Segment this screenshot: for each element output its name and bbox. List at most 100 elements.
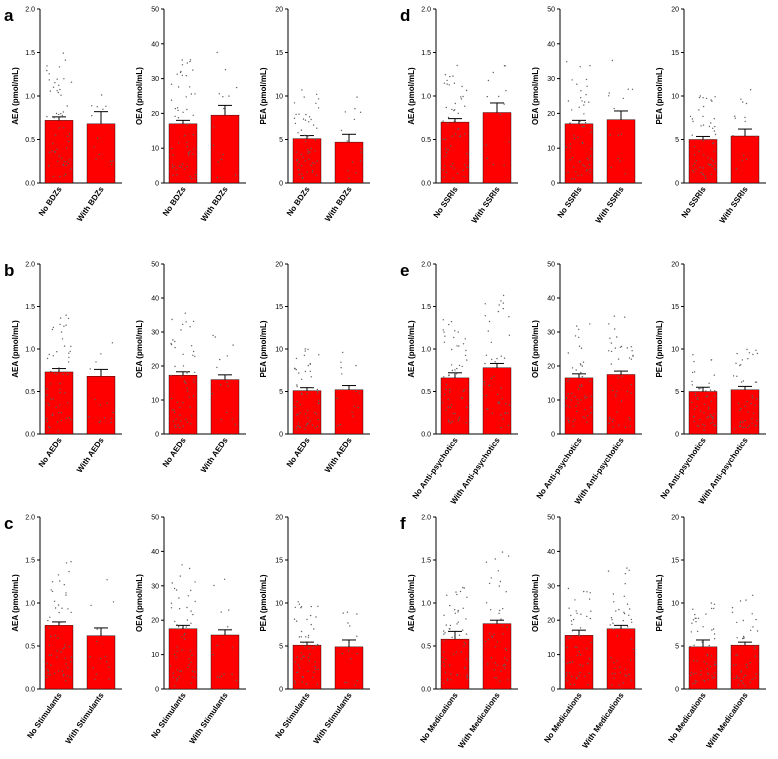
- data-point: [711, 165, 713, 167]
- data-point: [741, 637, 744, 640]
- data-point: [748, 352, 751, 354]
- data-point: [65, 592, 67, 594]
- y-tick-label: 20: [671, 515, 679, 522]
- data-point: [70, 81, 73, 83]
- data-point: [745, 102, 748, 105]
- y-axis-label: PEA (pmol/mL): [259, 67, 268, 124]
- data-point: [697, 617, 700, 619]
- data-point: [582, 361, 585, 363]
- y-tick-label: 20: [275, 515, 283, 522]
- data-point: [708, 125, 711, 128]
- data-point: [690, 671, 693, 673]
- data-point: [297, 664, 299, 666]
- data-point: [707, 163, 709, 165]
- bar: [606, 628, 636, 690]
- data-point: [104, 655, 107, 657]
- category-label: No Anti-psychotics: [411, 436, 460, 501]
- data-point: [346, 611, 349, 613]
- data-point: [58, 611, 60, 614]
- data-point: [577, 388, 580, 390]
- data-point: [306, 410, 309, 412]
- data-point: [213, 584, 215, 587]
- data-point: [308, 660, 310, 662]
- data-point: [572, 421, 574, 423]
- data-point: [711, 675, 713, 677]
- data-point: [110, 417, 113, 420]
- bar: [86, 123, 116, 184]
- data-point: [301, 681, 303, 683]
- data-point: [216, 176, 219, 179]
- y-tick-label: 1.0: [421, 94, 431, 101]
- data-point: [454, 369, 456, 371]
- data-point: [307, 636, 310, 638]
- data-point: [582, 416, 585, 418]
- data-point: [503, 164, 505, 166]
- y-tick-label: 1.0: [421, 601, 431, 608]
- data-point: [192, 613, 194, 616]
- data-point: [52, 398, 55, 400]
- bar: [210, 114, 240, 184]
- data-point: [574, 599, 576, 601]
- data-point: [457, 128, 459, 130]
- data-point: [187, 595, 189, 597]
- y-tick-label: 40: [151, 41, 159, 48]
- data-point: [711, 416, 714, 419]
- data-point: [613, 628, 615, 630]
- y-tick-label: 5: [675, 644, 679, 651]
- y-tick-label: 5: [675, 389, 679, 396]
- data-point: [232, 344, 234, 346]
- data-point: [697, 630, 699, 633]
- data-point: [628, 673, 630, 676]
- data-point: [586, 85, 588, 88]
- data-point: [708, 406, 710, 408]
- data-point: [106, 579, 108, 581]
- data-point: [581, 125, 584, 128]
- data-point: [579, 672, 581, 674]
- data-point: [443, 633, 445, 635]
- data-point: [340, 129, 343, 132]
- data-point: [698, 96, 701, 99]
- data-point: [709, 164, 711, 166]
- data-point: [67, 135, 69, 138]
- data-point: [617, 377, 620, 379]
- data-point: [610, 617, 613, 619]
- data-point: [300, 652, 303, 654]
- data-point: [691, 371, 694, 374]
- data-point: [296, 656, 298, 658]
- data-point: [316, 644, 319, 646]
- data-point: [736, 675, 738, 677]
- data-point: [49, 151, 51, 153]
- data-point: [309, 363, 311, 365]
- y-tick-label: 50: [547, 262, 555, 269]
- data-point: [305, 636, 307, 638]
- data-point: [713, 395, 715, 397]
- data-point: [178, 626, 180, 628]
- data-point: [341, 373, 343, 375]
- data-point: [615, 610, 617, 612]
- data-point: [491, 358, 493, 361]
- data-point: [732, 664, 735, 666]
- data-point: [176, 650, 178, 653]
- data-point: [708, 382, 710, 384]
- category-label: With Anti-psychotics: [697, 436, 750, 506]
- data-point: [298, 667, 301, 669]
- data-point: [502, 418, 504, 420]
- bar: [292, 390, 322, 435]
- data-point: [346, 140, 348, 142]
- data-point: [65, 679, 67, 682]
- data-point: [749, 661, 751, 664]
- data-point: [105, 105, 107, 108]
- data-point: [317, 418, 319, 421]
- data-point: [317, 399, 320, 402]
- data-point: [608, 323, 610, 325]
- data-point: [693, 673, 695, 675]
- data-point: [499, 680, 501, 682]
- data-point: [171, 167, 174, 169]
- y-tick-label: 50: [547, 515, 555, 522]
- y-tick-label: 2.0: [421, 515, 431, 522]
- data-point: [462, 95, 464, 98]
- data-point: [566, 662, 569, 665]
- data-point: [613, 661, 615, 664]
- data-point: [443, 376, 445, 378]
- data-point: [490, 341, 492, 344]
